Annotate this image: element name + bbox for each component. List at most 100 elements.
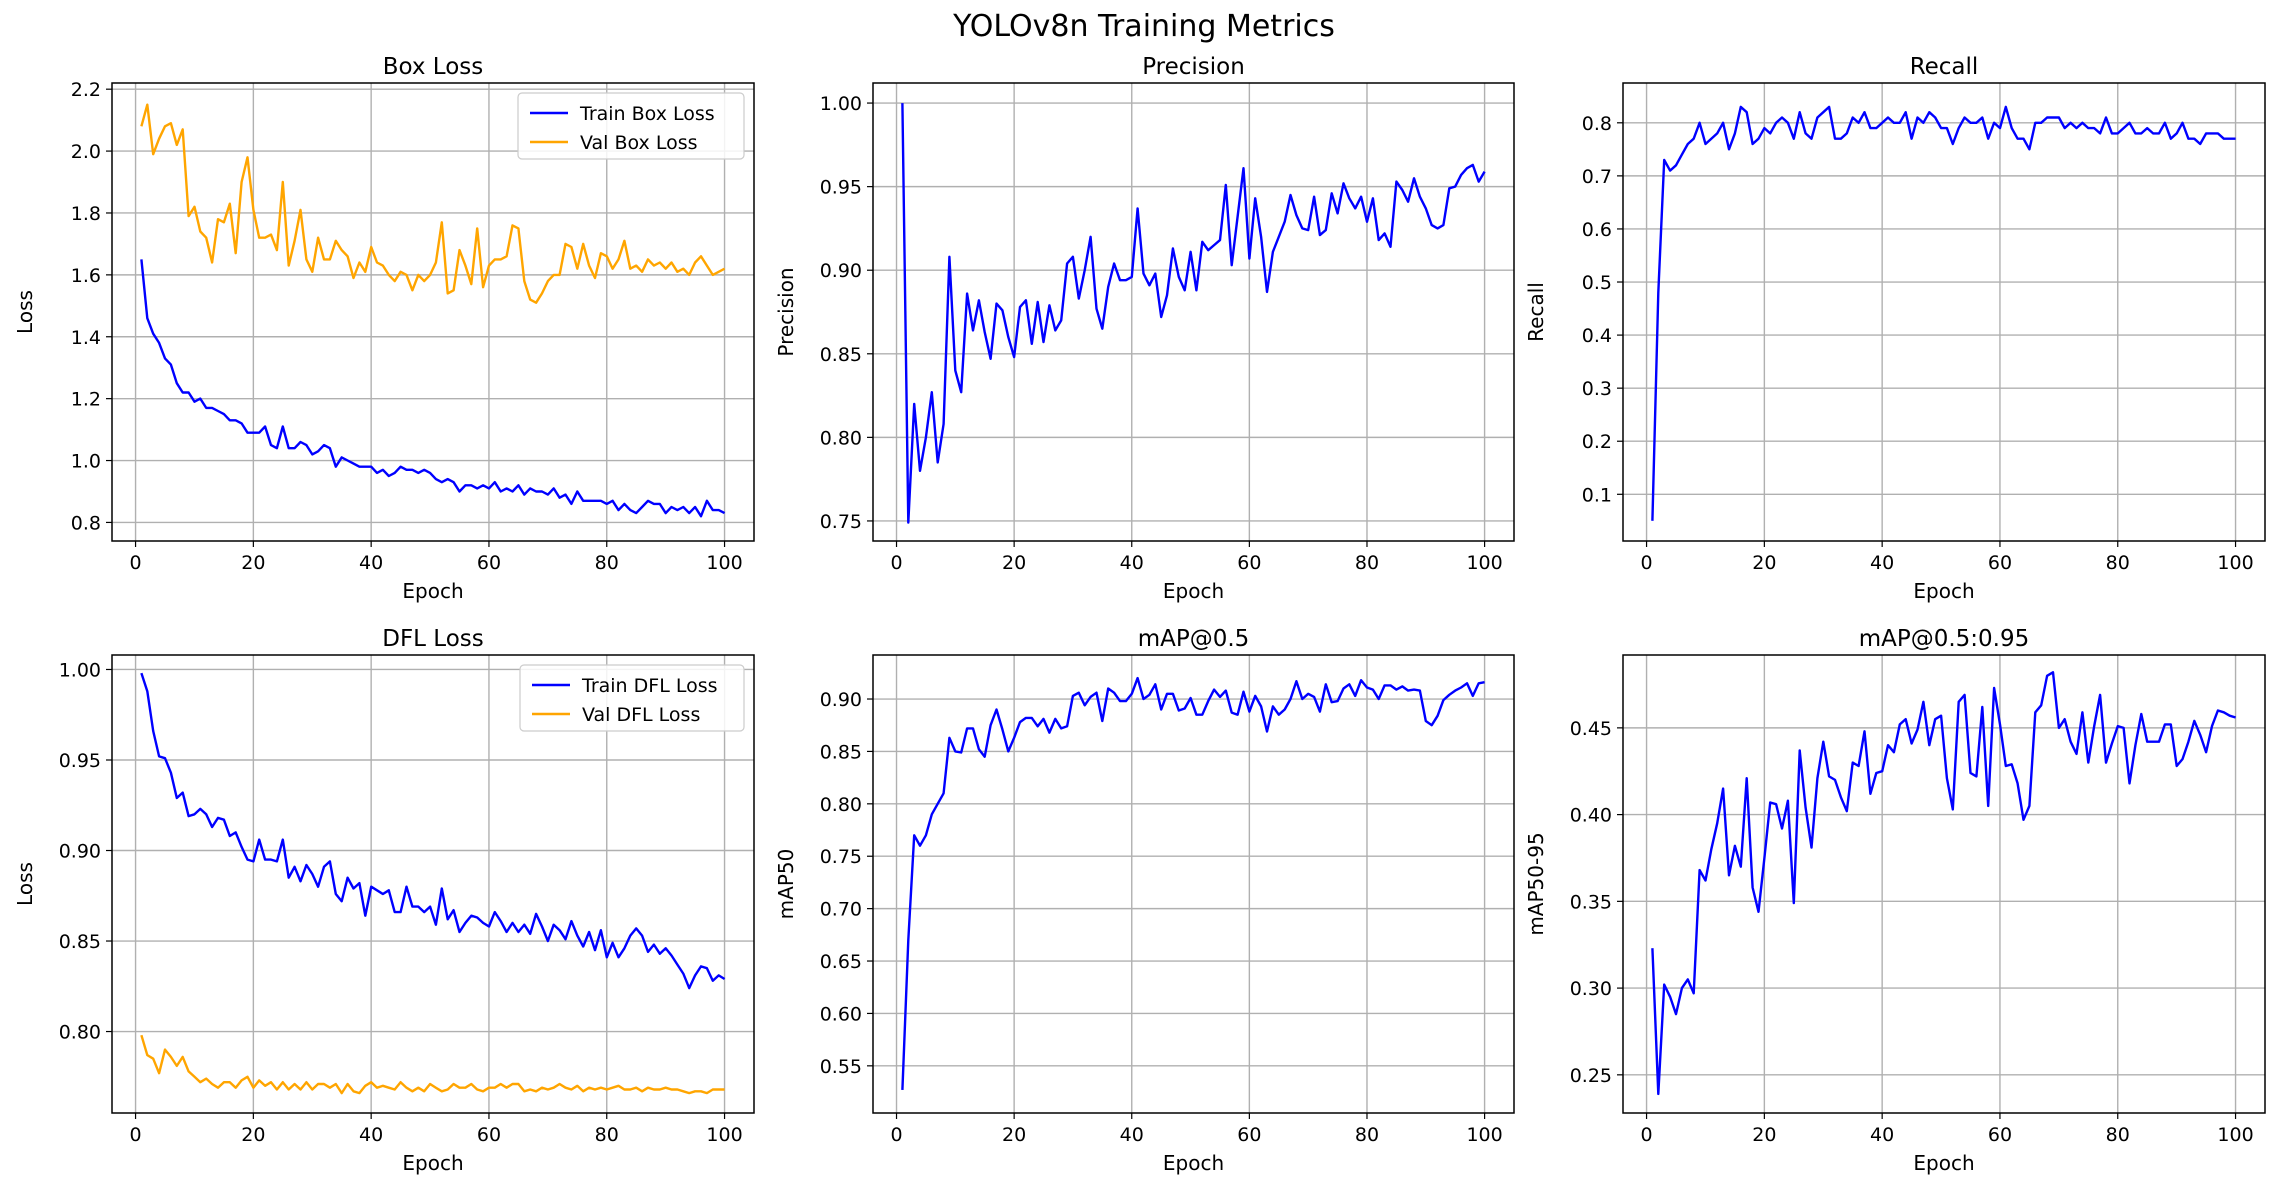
x-tick-label: 100 bbox=[1466, 1124, 1502, 1146]
y-tick-label: 0.80 bbox=[820, 794, 862, 816]
x-tick-label: 80 bbox=[2106, 1124, 2130, 1146]
series-line-metric bbox=[901, 676, 1485, 1090]
y-tick-label: 0.75 bbox=[820, 846, 862, 868]
subplot-3: 0 20 40 60 80 100 0.1 0.2 0.3 0.4 0.5 0.6 0.7 0.8 Reca… bbox=[1524, 54, 2266, 603]
x-tick-label: 40 bbox=[1120, 552, 1144, 574]
y-tick-label: 0.65 bbox=[820, 951, 862, 973]
x-tick-label: 80 bbox=[1355, 1124, 1379, 1146]
y-tick-label: 0.45 bbox=[1570, 718, 1612, 740]
series-line-val-dfl-loss bbox=[140, 1034, 725, 1095]
y-tick-label: 0.40 bbox=[1570, 805, 1612, 827]
x-tick-label: 40 bbox=[359, 1124, 383, 1146]
series-line-train-dfl-loss bbox=[140, 672, 726, 990]
subplot-title: Recall bbox=[1910, 54, 1979, 80]
series-line-metric bbox=[901, 103, 1486, 524]
y-tick-label: 0.80 bbox=[820, 427, 862, 449]
axes-frame bbox=[111, 654, 755, 1114]
x-axis-label: Epoch bbox=[402, 579, 463, 603]
y-axis-label: Loss bbox=[13, 862, 37, 906]
x-axis-label: Epoch bbox=[402, 1151, 463, 1175]
y-tick-label: 0.95 bbox=[820, 177, 862, 199]
series-line-metric bbox=[1651, 671, 2236, 1096]
x-axis-label: Epoch bbox=[1913, 579, 1974, 603]
y-tick-label: 0.6 bbox=[1582, 219, 1612, 241]
axes-frame bbox=[111, 82, 755, 542]
x-tick-label: 20 bbox=[241, 1124, 265, 1146]
y-tick-label: 0.35 bbox=[1570, 891, 1612, 913]
subplot-title: DFL Loss bbox=[382, 626, 484, 652]
series-line-val-box-loss bbox=[140, 103, 726, 304]
y-axis-label: mAP50-95 bbox=[1524, 832, 1548, 935]
axes-frame bbox=[1622, 654, 2266, 1114]
legend: Train Box Loss Val Box Loss bbox=[517, 92, 745, 160]
subplot-grid: 0 20 40 60 80 100 0.8 1.0 1.2 1.4 1.6 1.8 2.0 2.2 Box … bbox=[13, 54, 2266, 1175]
x-axis-label: Epoch bbox=[1163, 1151, 1224, 1175]
y-tick-label: 1.00 bbox=[59, 659, 101, 681]
x-tick-label: 60 bbox=[1988, 552, 2012, 574]
x-tick-label: 0 bbox=[890, 552, 902, 574]
y-tick-label: 1.4 bbox=[71, 327, 101, 349]
x-tick-label: 80 bbox=[1355, 552, 1379, 574]
series-line-train-box-loss bbox=[140, 259, 726, 518]
legend-label: Val Box Loss bbox=[580, 132, 698, 154]
y-tick-label: 0.85 bbox=[820, 344, 862, 366]
figure-title: YOLOv8n Training Metrics bbox=[952, 9, 1335, 44]
y-axis-label: Precision bbox=[774, 267, 798, 356]
y-tick-label: 0.85 bbox=[820, 741, 862, 763]
x-tick-label: 20 bbox=[1002, 552, 1026, 574]
y-tick-label: 1.8 bbox=[71, 203, 101, 225]
y-tick-label: 0.95 bbox=[59, 750, 101, 772]
subplot-title: mAP@0.5:0.95 bbox=[1859, 626, 2030, 652]
axes-frame bbox=[1622, 82, 2266, 542]
y-tick-label: 1.2 bbox=[71, 389, 101, 411]
x-tick-label: 100 bbox=[2217, 1124, 2253, 1146]
y-tick-label: 0.80 bbox=[59, 1022, 101, 1044]
y-tick-label: 0.90 bbox=[820, 689, 862, 711]
x-tick-label: 60 bbox=[1237, 1124, 1261, 1146]
subplot-5: 0 20 40 60 80 100 0.55 0.60 0.65 0.70 0.75 0.80 0.85… bbox=[774, 626, 1515, 1175]
x-tick-label: 40 bbox=[1120, 1124, 1144, 1146]
y-tick-label: 0.2 bbox=[1582, 431, 1612, 453]
y-tick-label: 0.70 bbox=[820, 899, 862, 921]
y-tick-label: 2.2 bbox=[71, 79, 101, 101]
x-axis-label: Epoch bbox=[1163, 579, 1224, 603]
y-tick-label: 0.60 bbox=[820, 1003, 862, 1025]
x-tick-label: 20 bbox=[1002, 1124, 1026, 1146]
subplot-6: 0 20 40 60 80 100 0.25 0.30 0.35 0.40 0.45 mAP@0.5:… bbox=[1524, 626, 2266, 1175]
x-tick-label: 0 bbox=[1641, 1124, 1653, 1146]
x-tick-label: 40 bbox=[359, 552, 383, 574]
x-tick-label: 100 bbox=[2217, 552, 2253, 574]
x-tick-label: 0 bbox=[890, 1124, 902, 1146]
x-tick-label: 60 bbox=[1237, 552, 1261, 574]
x-tick-label: 60 bbox=[1988, 1124, 2012, 1146]
x-tick-label: 40 bbox=[1870, 1124, 1894, 1146]
x-tick-label: 0 bbox=[130, 552, 142, 574]
x-tick-label: 20 bbox=[1752, 1124, 1776, 1146]
x-tick-label: 100 bbox=[706, 1124, 742, 1146]
subplot-4: 0 20 40 60 80 100 0.80 0.85 0.90 0.95 1.00 DFL Loss… bbox=[13, 626, 755, 1175]
y-tick-label: 0.1 bbox=[1582, 484, 1612, 506]
legend-box bbox=[517, 92, 745, 160]
legend-box bbox=[519, 664, 745, 732]
y-tick-label: 0.3 bbox=[1582, 378, 1612, 400]
y-tick-label: 0.5 bbox=[1582, 272, 1612, 294]
legend-label: Train Box Loss bbox=[579, 103, 715, 125]
subplot-title: Precision bbox=[1142, 54, 1245, 80]
subplot-1: 0 20 40 60 80 100 0.8 1.0 1.2 1.4 1.6 1.8 2.0 2.2 Box … bbox=[13, 54, 755, 603]
y-tick-label: 0.90 bbox=[59, 841, 101, 863]
x-tick-label: 60 bbox=[477, 552, 501, 574]
subplot-title: Box Loss bbox=[383, 54, 484, 80]
axes-frame bbox=[872, 654, 1515, 1114]
subplot-title: mAP@0.5 bbox=[1138, 626, 1250, 652]
y-tick-label: 1.0 bbox=[71, 451, 101, 473]
y-tick-label: 0.8 bbox=[1582, 113, 1612, 135]
y-axis-label: mAP50 bbox=[774, 849, 798, 920]
y-tick-label: 0.4 bbox=[1582, 325, 1612, 347]
x-tick-label: 20 bbox=[241, 552, 265, 574]
x-tick-label: 20 bbox=[1752, 552, 1776, 574]
x-tick-label: 0 bbox=[130, 1124, 142, 1146]
y-tick-label: 0.55 bbox=[820, 1056, 862, 1078]
x-tick-label: 0 bbox=[1641, 552, 1653, 574]
legend-label: Val DFL Loss bbox=[582, 704, 700, 726]
